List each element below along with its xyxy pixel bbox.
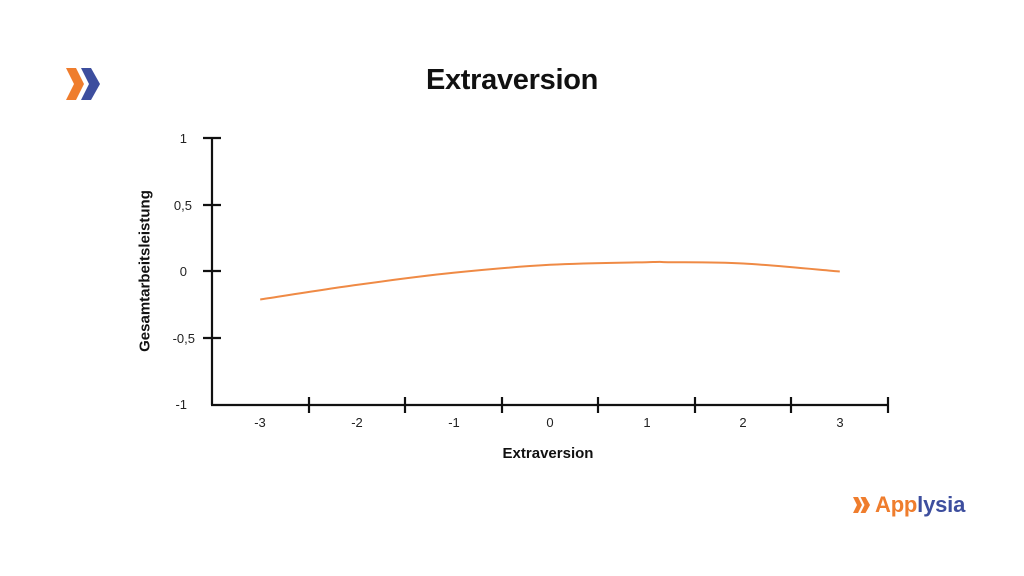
chart-title: Extraversion: [425, 64, 599, 96]
series-line: [260, 260, 840, 301]
brand-logo: Applysia: [852, 492, 965, 518]
y-tick-label: -1: [175, 397, 187, 412]
x-axis: [211, 397, 890, 413]
x-tick-label: -2: [351, 415, 363, 430]
x-tick-label: 0: [546, 415, 553, 430]
y-axis-label: Gesamtarbeitsleistung: [136, 190, 154, 352]
x-tick-label: 3: [836, 415, 843, 430]
double-chevron-right-icon: [853, 497, 870, 513]
y-tick-label: -0,5: [173, 331, 195, 346]
y-tick-label: 0,5: [174, 198, 192, 213]
brand-name: Applysia: [875, 492, 965, 518]
x-tick-label: 1: [643, 415, 650, 430]
y-axis: [203, 136, 221, 405]
y-tick-label: 1: [180, 131, 187, 146]
x-tick-label: -3: [254, 415, 266, 430]
brand-name-part2: lysia: [917, 492, 966, 517]
y-tick-label: 0: [180, 264, 187, 279]
x-tick-label: -1: [448, 415, 460, 430]
x-tick-label: 2: [739, 415, 746, 430]
x-axis-label: Extraversion: [502, 445, 594, 462]
double-chevron-right-icon: [66, 68, 100, 100]
brand-name-part1: App: [875, 492, 918, 517]
